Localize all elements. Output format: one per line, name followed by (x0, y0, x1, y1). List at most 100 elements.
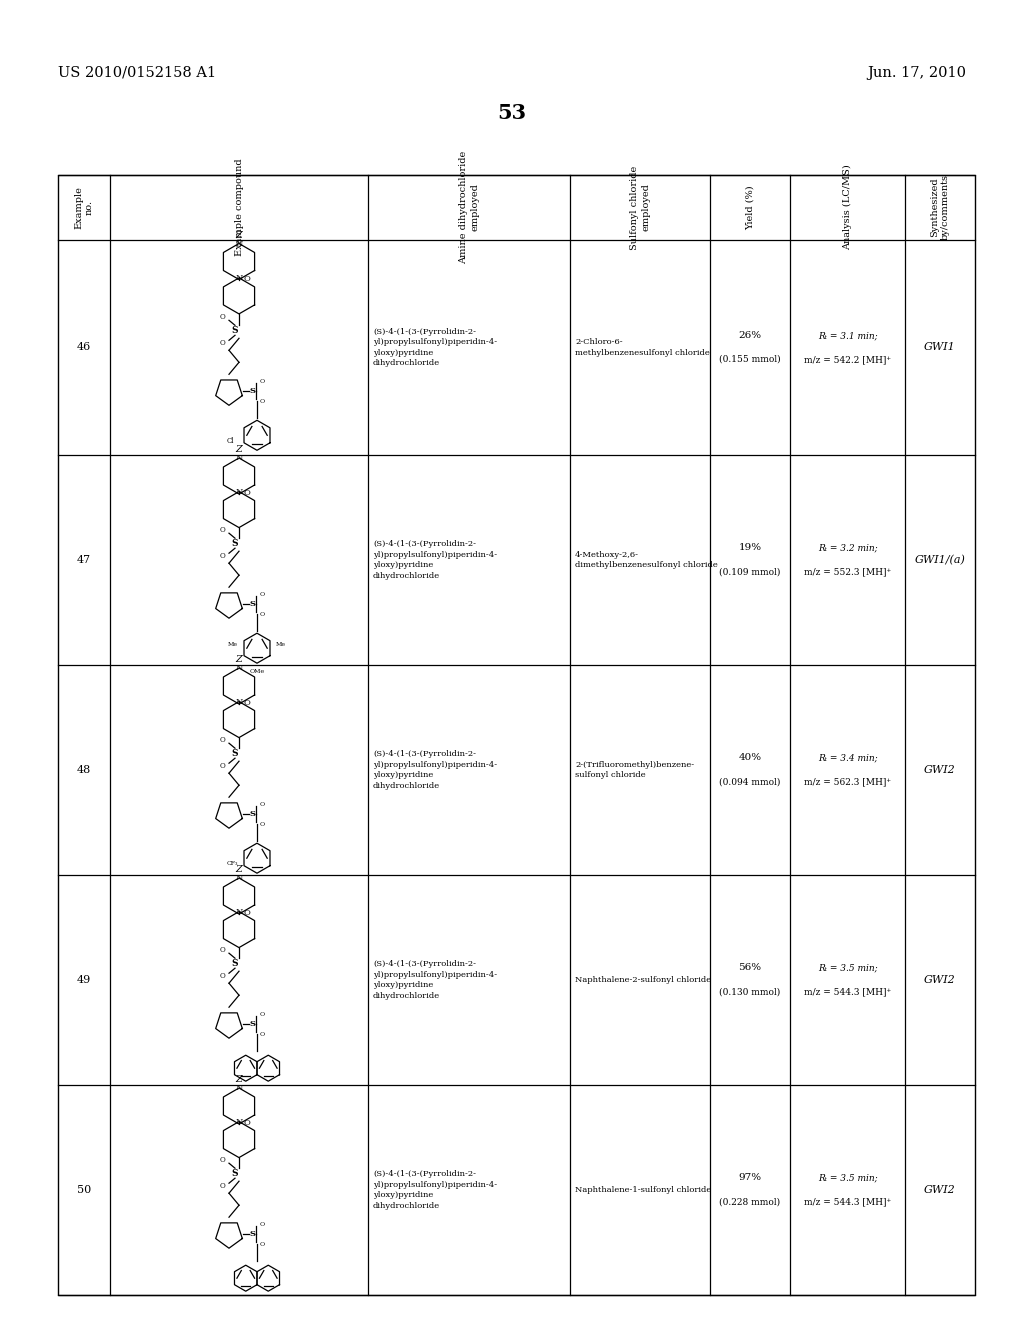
Text: O: O (259, 379, 264, 384)
Text: OMe: OMe (250, 669, 264, 675)
Text: 26%: 26% (738, 331, 762, 341)
Text: O: O (244, 698, 251, 706)
Text: CF₃: CF₃ (226, 861, 238, 866)
Text: GWI1/(a): GWI1/(a) (914, 554, 966, 565)
Text: Z: Z (236, 866, 243, 874)
Text: O: O (220, 313, 226, 321)
Text: O: O (259, 801, 264, 807)
Text: O: O (220, 1156, 226, 1164)
Text: 49: 49 (77, 975, 91, 985)
Text: 46: 46 (77, 342, 91, 352)
Text: 56%: 56% (738, 964, 762, 973)
Text: O: O (259, 821, 264, 826)
Text: O: O (220, 762, 226, 770)
Text: GWI2: GWI2 (924, 1185, 955, 1195)
Text: N: N (236, 664, 243, 672)
Text: Example compound: Example compound (234, 158, 244, 256)
Text: m/z = 542.2 [MH]⁺: m/z = 542.2 [MH]⁺ (804, 355, 891, 364)
Text: O: O (220, 1183, 226, 1191)
Text: (S)-4-(1-(3-(Pyrrolidin-2-
yl)propylsulfonyl)piperidin-4-
yloxy)pyridine
dihydro: (S)-4-(1-(3-(Pyrrolidin-2- yl)propylsulf… (373, 961, 497, 999)
Text: Rₜ = 3.5 min;: Rₜ = 3.5 min; (818, 1173, 878, 1183)
Text: N: N (236, 454, 243, 462)
Text: 40%: 40% (738, 754, 762, 763)
Text: Z: Z (236, 656, 243, 664)
Text: (S)-4-(1-(3-(Pyrrolidin-2-
yl)propylsulfonyl)piperidin-4-
yloxy)pyridine
dihydro: (S)-4-(1-(3-(Pyrrolidin-2- yl)propylsulf… (373, 1171, 497, 1209)
Text: (S)-4-(1-(3-(Pyrrolidin-2-
yl)propylsulfonyl)piperidin-4-
yloxy)pyridine
dihydro: (S)-4-(1-(3-(Pyrrolidin-2- yl)propylsulf… (373, 750, 497, 789)
Text: Me: Me (276, 642, 286, 647)
Text: 48: 48 (77, 766, 91, 775)
Text: GWI2: GWI2 (924, 766, 955, 775)
Text: Example
no.: Example no. (74, 186, 94, 228)
Text: N: N (236, 697, 243, 706)
Text: S: S (231, 539, 239, 548)
Text: S: S (231, 958, 239, 968)
Text: S: S (231, 1168, 239, 1177)
Text: (0.155 mmol): (0.155 mmol) (719, 355, 781, 364)
Text: Naphthalene-1-sulfonyl chloride: Naphthalene-1-sulfonyl chloride (575, 1185, 712, 1195)
Text: S: S (249, 1020, 255, 1028)
Text: O: O (220, 552, 226, 560)
Text: O: O (244, 908, 251, 917)
Text: m/z = 552.3 [MH]⁺: m/z = 552.3 [MH]⁺ (804, 568, 891, 577)
Text: O: O (220, 527, 226, 535)
Text: 2-Chloro-6-
methylbenzenesulfonyl chloride: 2-Chloro-6- methylbenzenesulfonyl chlori… (575, 338, 710, 356)
Text: Yield (%): Yield (%) (745, 185, 755, 230)
Text: (0.109 mmol): (0.109 mmol) (719, 568, 780, 577)
Text: 97%: 97% (738, 1173, 762, 1183)
Text: (0.130 mmol): (0.130 mmol) (720, 987, 780, 997)
Text: N: N (236, 874, 243, 882)
Text: (0.094 mmol): (0.094 mmol) (719, 777, 780, 787)
Text: O: O (259, 1011, 264, 1016)
Text: O: O (259, 399, 264, 404)
Text: S: S (231, 326, 239, 335)
Text: Z: Z (236, 231, 243, 240)
Text: S: S (249, 387, 255, 395)
Text: 4-Methoxy-2,6-
dimethylbenzenesulfonyl chloride: 4-Methoxy-2,6- dimethylbenzenesulfonyl c… (575, 550, 718, 569)
Text: S: S (249, 601, 255, 609)
Text: O: O (244, 488, 251, 496)
Text: S: S (249, 1230, 255, 1238)
Text: Rₜ = 3.4 min;: Rₜ = 3.4 min; (818, 754, 878, 763)
Text: Synthesized
by/comments: Synthesized by/comments (930, 174, 950, 240)
Text: Amine dihydrochloride
employed: Amine dihydrochloride employed (459, 150, 479, 264)
Text: N: N (236, 487, 243, 495)
Bar (58, 176, 975, 1295)
Text: N: N (236, 908, 243, 916)
Text: 19%: 19% (738, 544, 762, 553)
Text: 47: 47 (77, 554, 91, 565)
Text: Jun. 17, 2010: Jun. 17, 2010 (867, 66, 966, 81)
Text: GWI2: GWI2 (924, 975, 955, 985)
Text: Rₜ = 3.2 min;: Rₜ = 3.2 min; (818, 544, 878, 553)
Text: O: O (220, 973, 226, 981)
Text: (0.228 mmol): (0.228 mmol) (720, 1197, 780, 1206)
Text: O: O (259, 1242, 264, 1246)
Text: O: O (220, 737, 226, 744)
Text: O: O (244, 275, 251, 282)
Text: O: O (220, 946, 226, 954)
Text: Sulfonyl chloride
employed: Sulfonyl chloride employed (630, 165, 650, 249)
Text: m/z = 544.3 [MH]⁺: m/z = 544.3 [MH]⁺ (804, 987, 891, 997)
Text: N: N (236, 1084, 243, 1092)
Text: Rₜ = 3.1 min;: Rₜ = 3.1 min; (818, 331, 878, 341)
Text: O: O (244, 1119, 251, 1127)
Text: N: N (236, 1118, 243, 1126)
Text: O: O (220, 339, 226, 347)
Text: S: S (249, 810, 255, 818)
Text: US 2010/0152158 A1: US 2010/0152158 A1 (58, 66, 216, 81)
Text: O: O (259, 611, 264, 616)
Text: Rₜ = 3.5 min;: Rₜ = 3.5 min; (818, 964, 878, 973)
Text: Me: Me (228, 642, 238, 647)
Text: m/z = 562.3 [MH]⁺: m/z = 562.3 [MH]⁺ (804, 777, 891, 787)
Text: S: S (231, 748, 239, 758)
Text: Naphthalene-2-sulfonyl chloride: Naphthalene-2-sulfonyl chloride (575, 975, 711, 983)
Text: Cl: Cl (226, 437, 234, 445)
Text: 53: 53 (498, 103, 526, 123)
Text: GWI1: GWI1 (924, 342, 955, 352)
Text: N: N (236, 275, 243, 282)
Text: (S)-4-(1-(3-(Pyrrolidin-2-
yl)propylsulfonyl)piperidin-4-
yloxy)pyridine
dihydro: (S)-4-(1-(3-(Pyrrolidin-2- yl)propylsulf… (373, 327, 497, 367)
Text: Z: Z (236, 446, 243, 454)
Text: 2-(Trifluoromethyl)benzene-
sulfonyl chloride: 2-(Trifluoromethyl)benzene- sulfonyl chl… (575, 760, 694, 779)
Text: m/z = 544.3 [MH]⁺: m/z = 544.3 [MH]⁺ (804, 1197, 891, 1206)
Text: (S)-4-(1-(3-(Pyrrolidin-2-
yl)propylsulfonyl)piperidin-4-
yloxy)pyridine
dihydro: (S)-4-(1-(3-(Pyrrolidin-2- yl)propylsulf… (373, 540, 497, 579)
Text: N: N (236, 239, 243, 248)
